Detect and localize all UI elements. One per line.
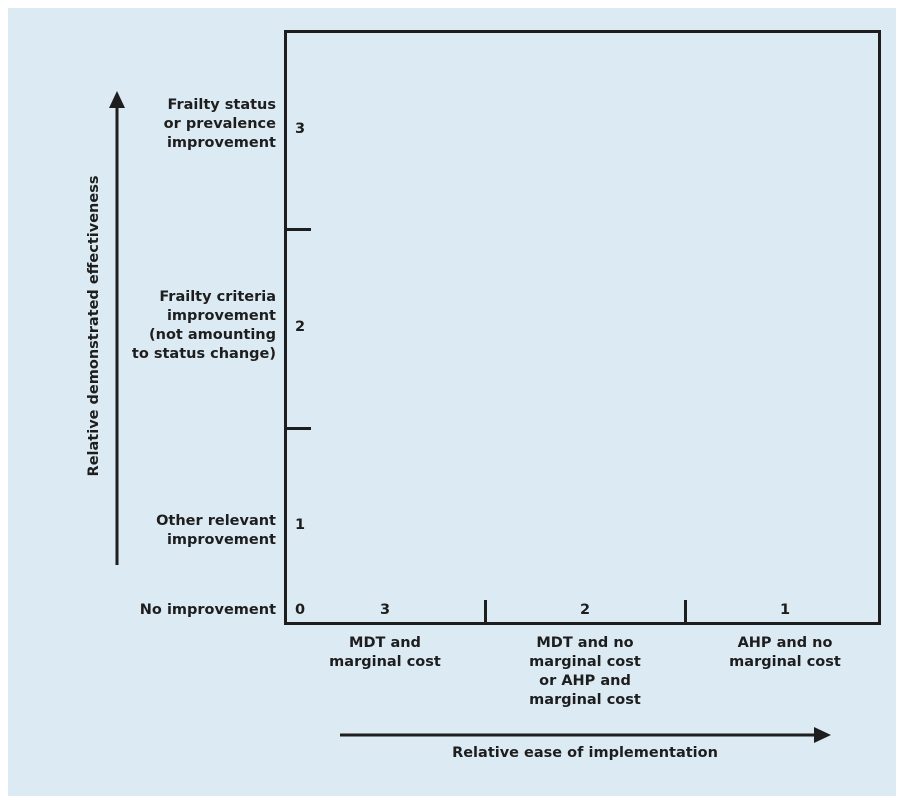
x-score-1: 1 [780, 602, 791, 618]
x-axis-title: Relative ease of implementation [452, 745, 718, 761]
y-level-2-label: Frailty criteria improvement (not amount… [131, 289, 276, 362]
x-tick-right [684, 600, 687, 625]
x-level-2-label: MDT and no marginal cost or AHP and marg… [529, 635, 641, 708]
y-level-1-label: Other relevant improvement [156, 513, 276, 548]
x-axis-arrowhead [814, 727, 831, 743]
y-score-2: 2 [295, 319, 306, 335]
diagram-panel [8, 8, 896, 796]
x-score-3: 3 [380, 602, 391, 618]
x-level-1-label: AHP and no marginal cost [729, 635, 841, 670]
y-axis-arrowhead [109, 91, 125, 108]
matrix-box [284, 30, 881, 625]
y-score-0: 0 [295, 602, 306, 618]
y-level-0-label: No improvement [139, 602, 276, 618]
y-tick-upper [284, 228, 311, 231]
x-tick-left [484, 600, 487, 625]
y-tick-lower [284, 427, 311, 430]
x-level-3-label: MDT and marginal cost [329, 635, 441, 670]
y-score-3: 3 [295, 121, 306, 137]
x-score-2: 2 [580, 602, 591, 618]
y-level-3-label: Frailty status or prevalence improvement [163, 97, 276, 151]
y-score-1: 1 [295, 517, 306, 533]
